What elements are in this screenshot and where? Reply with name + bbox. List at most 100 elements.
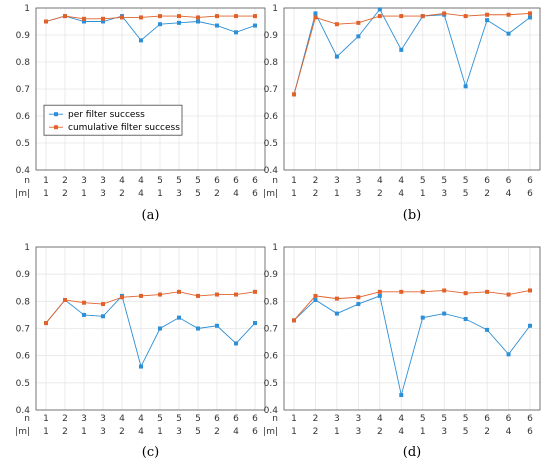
data-point-cumulative <box>139 15 143 20</box>
x-tick-m: 2 <box>214 427 220 437</box>
x-tick-m: 3 <box>355 427 361 437</box>
x-tick-m: 6 <box>527 427 533 437</box>
data-point-per-filter <box>356 302 361 307</box>
data-point-cumulative <box>506 12 511 17</box>
data-point-per-filter <box>215 23 219 28</box>
data-point-cumulative <box>82 300 86 305</box>
x-tick-m: 4 <box>398 189 404 199</box>
data-point-cumulative <box>506 292 511 297</box>
x-tick-n: 1 <box>291 414 297 424</box>
panel-label: (b) <box>403 208 421 223</box>
y-tick-label: 0.5 <box>16 139 30 149</box>
x-tick-m: 1 <box>81 427 87 437</box>
data-point-per-filter <box>528 323 532 328</box>
data-point-cumulative <box>63 14 67 19</box>
plot-frame <box>35 7 266 171</box>
data-point-cumulative <box>177 289 181 294</box>
data-point-per-filter <box>313 11 318 16</box>
x-tick-m: 4 <box>138 427 144 437</box>
data-point-per-filter <box>101 314 105 319</box>
x-tick-n: 4 <box>377 176 383 186</box>
x-tick-m: 1 <box>43 427 49 437</box>
x-tick-n: 4 <box>398 414 404 424</box>
y-tick-label: 0.9 <box>16 31 31 41</box>
x-tick-n: 3 <box>355 176 361 186</box>
x-tick-n: 4 <box>398 176 404 186</box>
x-tick-n: 5 <box>441 414 447 424</box>
data-point-per-filter <box>177 315 181 320</box>
data-point-per-filter <box>196 326 200 331</box>
data-point-cumulative <box>44 19 48 24</box>
y-tick-label: 0.6 <box>16 112 31 122</box>
x-tick-m: 4 <box>233 189 239 199</box>
series-line-cumulative <box>45 291 256 324</box>
plot-frame <box>283 7 541 171</box>
x-tick-n: 3 <box>334 176 340 186</box>
x-tick-n: 2 <box>62 414 68 424</box>
y-tick-label: 0.8 <box>16 58 31 68</box>
series-line-per-filter <box>293 8 531 95</box>
y-tick-label: 0.6 <box>16 352 31 362</box>
m-row-label: |m| <box>263 427 278 437</box>
data-point-cumulative <box>485 12 490 17</box>
series-line-cumulative <box>293 290 531 321</box>
data-point-per-filter <box>234 30 238 35</box>
series-line-cumulative <box>293 12 531 95</box>
m-row-label: |m| <box>15 427 30 437</box>
x-tick-n: 6 <box>252 176 258 186</box>
series-line-per-filter <box>293 295 531 396</box>
plot-frame <box>283 246 541 411</box>
n-row-label: n <box>24 176 30 186</box>
data-point-cumulative <box>177 14 181 19</box>
x-tick-n: 5 <box>195 176 201 186</box>
x-tick-n: 3 <box>100 414 106 424</box>
data-point-per-filter <box>234 341 238 346</box>
data-point-per-filter <box>485 327 490 332</box>
series-line-per-filter <box>45 295 256 368</box>
x-tick-m: 6 <box>252 189 258 199</box>
y-tick-label: 0.4 <box>16 406 31 416</box>
data-point-per-filter <box>463 84 468 89</box>
x-tick-n: 5 <box>176 176 182 186</box>
data-point-cumulative <box>292 92 296 97</box>
y-tick-label: 0.6 <box>264 112 279 122</box>
x-tick-m: 2 <box>484 189 490 199</box>
x-tick-n: 4 <box>119 176 125 186</box>
data-point-per-filter <box>253 23 257 28</box>
x-tick-n: 5 <box>195 414 201 424</box>
data-point-per-filter <box>177 20 181 25</box>
x-tick-m: 5 <box>463 427 469 437</box>
x-tick-n: 2 <box>313 176 319 186</box>
data-point-cumulative <box>334 296 339 301</box>
x-tick-m: 1 <box>157 189 163 199</box>
data-point-cumulative <box>253 289 257 294</box>
data-point-cumulative <box>442 288 447 293</box>
x-tick-m: 1 <box>420 189 426 199</box>
data-point-cumulative <box>528 11 532 16</box>
y-tick-label: 0.7 <box>16 325 30 335</box>
n-row-label: n <box>272 414 278 424</box>
x-tick-m: 3 <box>176 189 182 199</box>
data-point-cumulative <box>253 14 257 19</box>
panel-d: 0.4 0.5 0.6 0.7 0.8 0.9 1 n |m| 1 2 3 3 4 4 5 5 5 6 6 6 1 2 1 3 2… <box>263 243 541 460</box>
y-tick-label: 0.4 <box>264 166 279 176</box>
data-point-cumulative <box>463 14 468 19</box>
data-point-cumulative <box>196 15 200 20</box>
data-point-per-filter <box>139 38 143 43</box>
data-point-cumulative <box>528 288 532 293</box>
data-point-cumulative <box>120 15 124 20</box>
x-tick-m: 4 <box>506 427 512 437</box>
x-tick-n: 5 <box>463 176 469 186</box>
y-tick-label: 0.7 <box>16 85 30 95</box>
panel-label: (c) <box>142 445 159 460</box>
x-tick-m: 1 <box>334 189 340 199</box>
y-tick-label: 0.8 <box>264 297 279 307</box>
y-tick-label: 0.5 <box>264 379 278 389</box>
x-tick-n: 5 <box>157 414 163 424</box>
data-point-per-filter <box>334 54 339 59</box>
x-tick-m: 2 <box>214 189 220 199</box>
x-tick-m: 3 <box>176 427 182 437</box>
x-tick-n: 6 <box>527 176 533 186</box>
x-tick-n: 6 <box>233 176 239 186</box>
data-point-per-filter <box>356 34 361 39</box>
